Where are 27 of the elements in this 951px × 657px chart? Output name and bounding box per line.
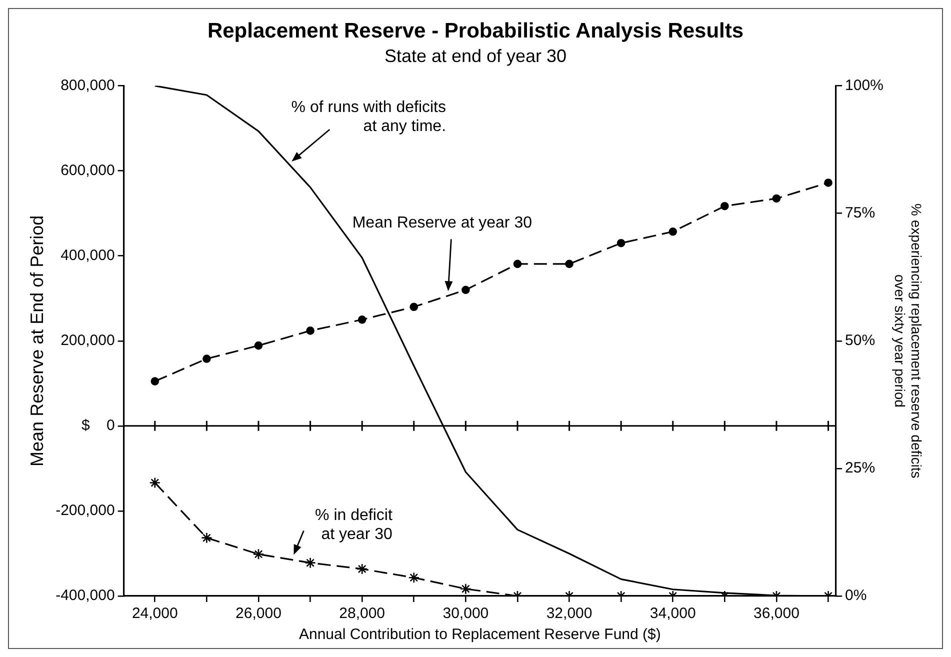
- y-tick-label: $ 0: [81, 417, 115, 434]
- x-tick-label: 36,000: [754, 605, 800, 622]
- x-axis-title: Annual Contribution to Replacement Reserve Fund ($): [298, 626, 661, 644]
- chart-subtitle: State at end of year 30: [384, 46, 567, 66]
- x-tick-label: 34,000: [650, 605, 696, 622]
- annotation: % in deficit at year 30: [315, 506, 392, 544]
- x-tick-label: 30,000: [442, 605, 489, 622]
- y-axis-title: Mean Reserve at End of Period: [26, 215, 47, 466]
- x-tick-label: 32,000: [546, 605, 592, 622]
- y-tick-label: 800,000: [60, 76, 115, 94]
- y-tick-label: -200,000: [56, 502, 115, 520]
- y-tick-label: 200,000: [60, 332, 115, 350]
- y2-tick-label: 50%: [845, 332, 876, 350]
- y-tick-label: 600,000: [60, 162, 115, 179]
- y2-tick-label: 25%: [845, 460, 876, 477]
- y2-tick-label: 75%: [845, 204, 876, 222]
- y2-axis-title: % experiencing replacement reserve deficits over sixty year period: [892, 204, 925, 478]
- chart-title: Replacement Reserve - Probabilistic Analysis Results: [207, 19, 744, 42]
- x-tick-label: 26,000: [236, 605, 282, 622]
- y2-tick-label: 100%: [845, 76, 884, 94]
- y2-tick-label: 0%: [845, 587, 867, 604]
- annotation: Mean Reserve at year 30: [352, 214, 532, 233]
- x-tick-label: 24,000: [132, 605, 178, 622]
- x-tick-label: 28,000: [339, 605, 386, 622]
- y-tick-label: -400,000: [56, 587, 115, 604]
- y-tick-label: 400,000: [60, 247, 115, 264]
- annotation: % of runs with deficits at any time.: [291, 98, 446, 136]
